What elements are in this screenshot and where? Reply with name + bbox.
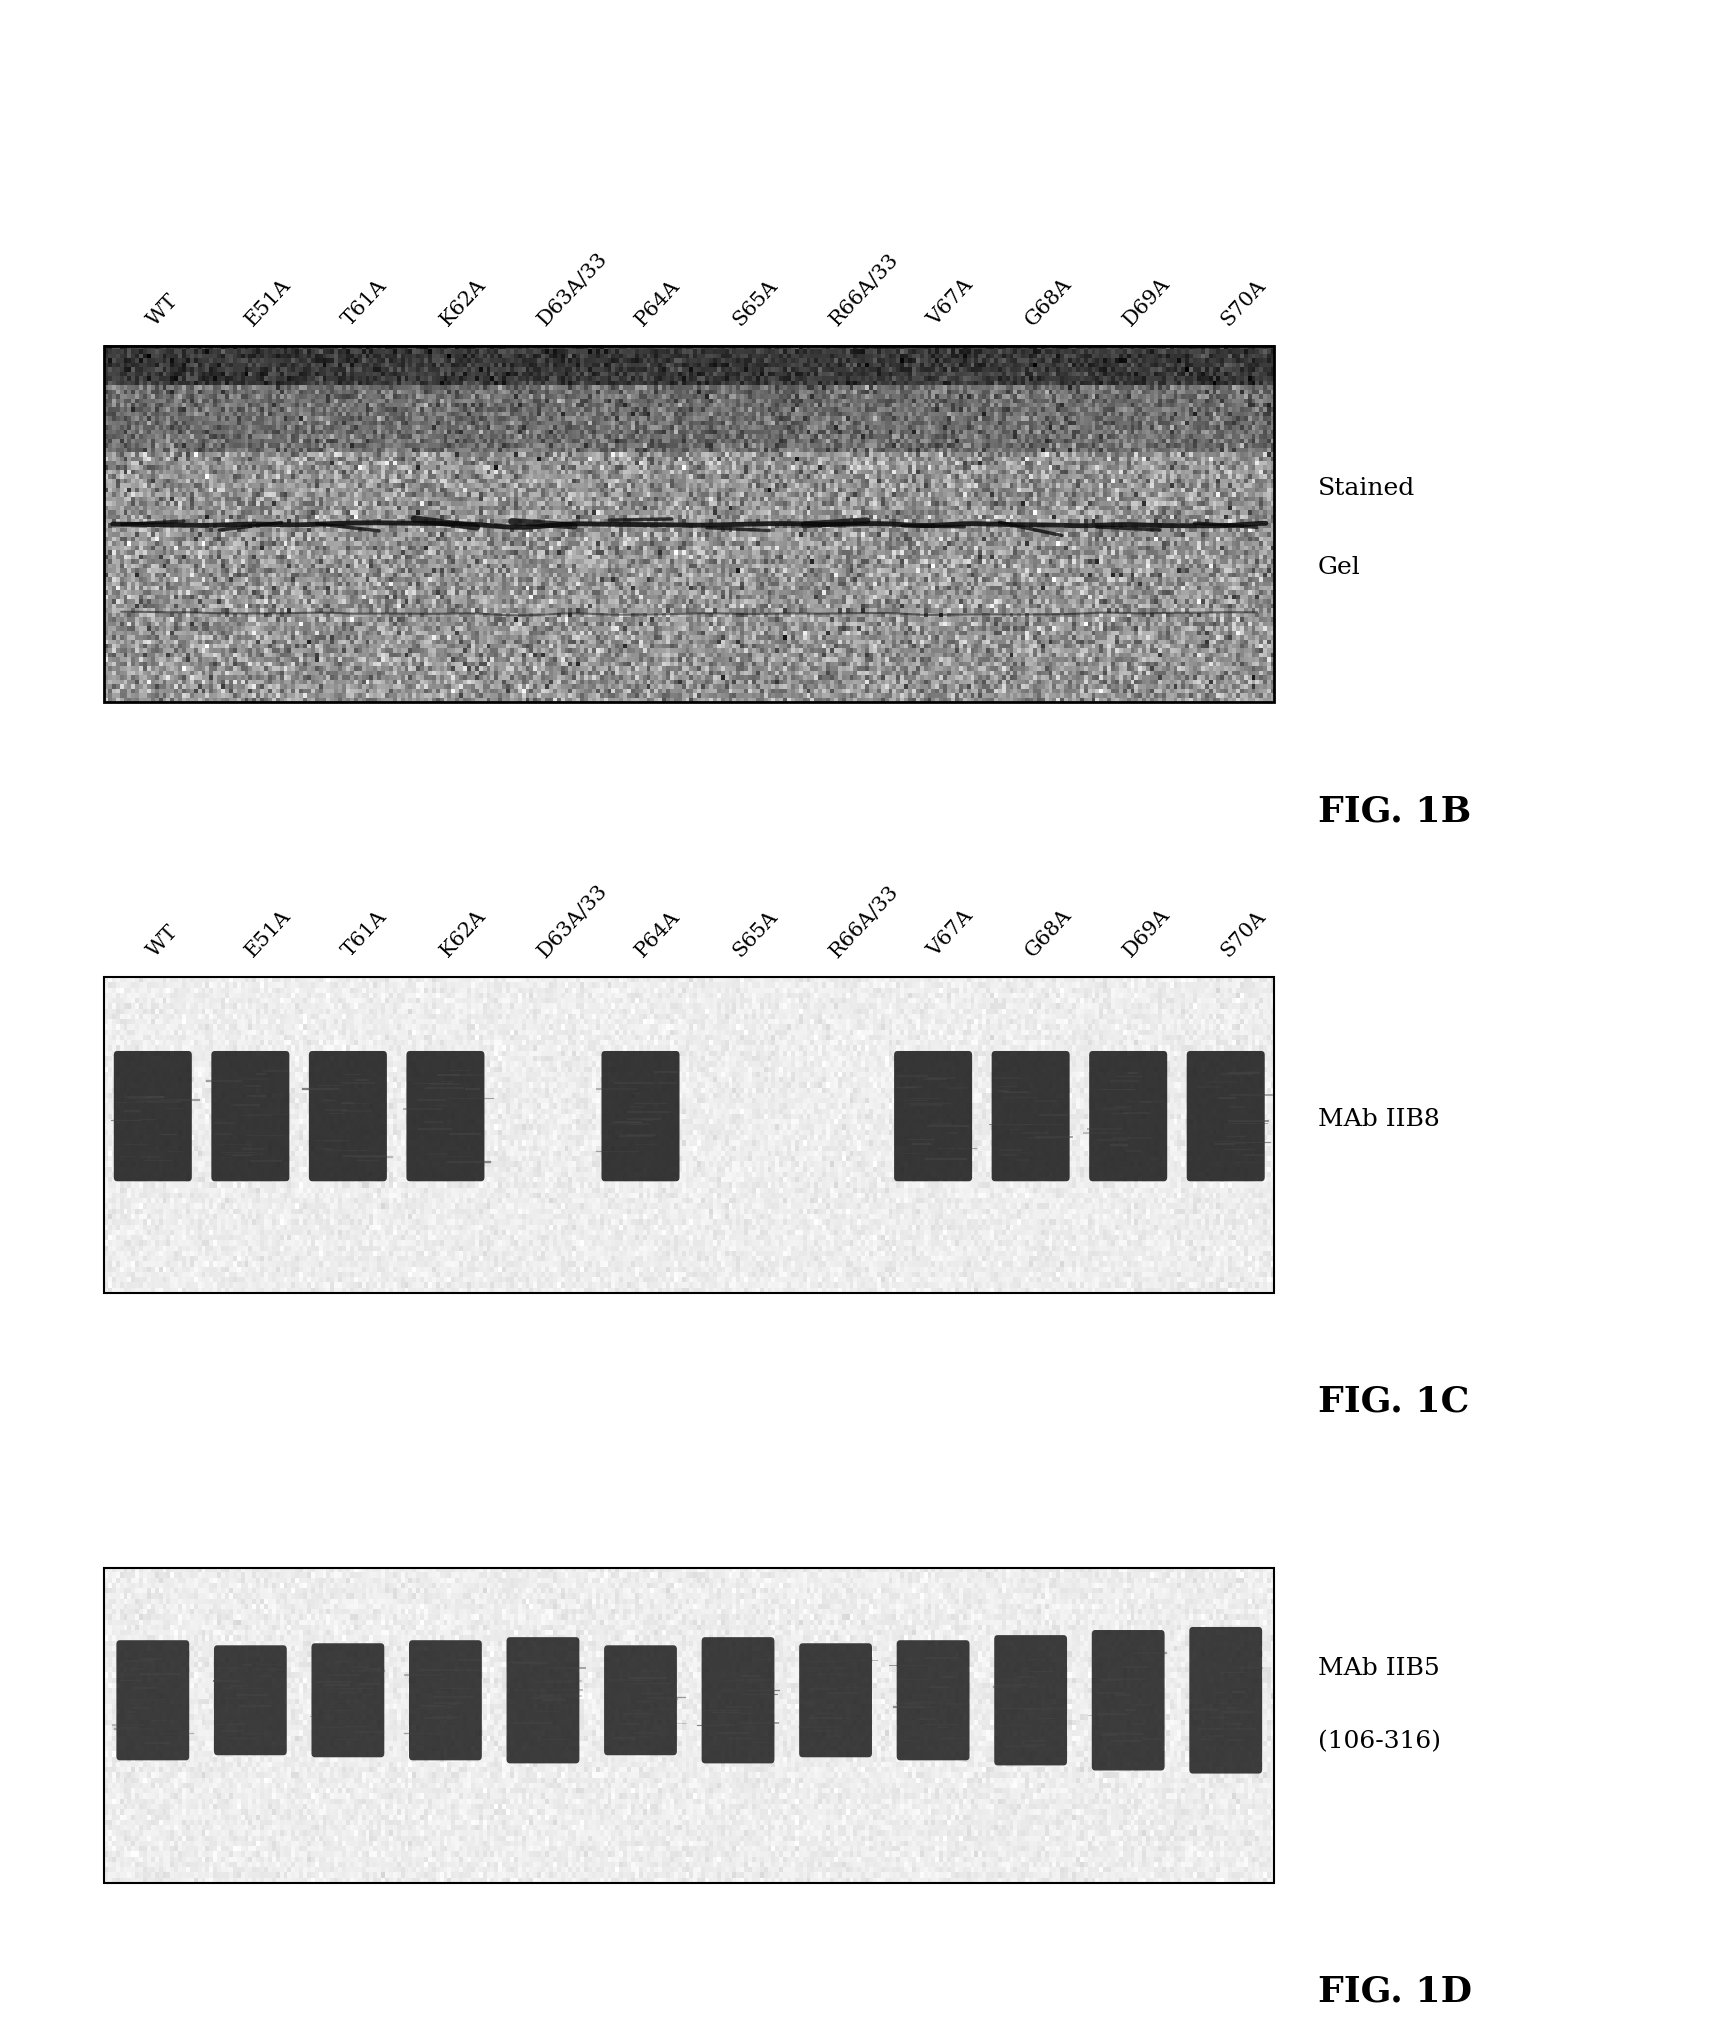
Text: D69A: D69A <box>1120 906 1174 961</box>
FancyBboxPatch shape <box>506 1637 579 1763</box>
Text: WT: WT <box>144 922 182 961</box>
FancyBboxPatch shape <box>116 1641 189 1761</box>
FancyBboxPatch shape <box>1092 1631 1165 1771</box>
Bar <box>104 977 1274 1293</box>
Text: R66A/33: R66A/33 <box>827 882 903 961</box>
Text: T61A: T61A <box>340 908 392 961</box>
FancyBboxPatch shape <box>799 1643 872 1757</box>
Text: V67A: V67A <box>924 906 976 961</box>
Text: P64A: P64A <box>631 277 683 330</box>
FancyBboxPatch shape <box>896 1641 969 1761</box>
FancyBboxPatch shape <box>702 1637 775 1763</box>
Text: G68A: G68A <box>1021 275 1075 330</box>
Text: WT: WT <box>144 291 182 330</box>
Text: MAb IIB5: MAb IIB5 <box>1318 1657 1439 1680</box>
Text: E51A: E51A <box>241 275 295 330</box>
Text: S70A: S70A <box>1217 908 1269 961</box>
Text: K62A: K62A <box>437 275 489 330</box>
Text: FIG. 1B: FIG. 1B <box>1318 794 1470 829</box>
FancyBboxPatch shape <box>994 1635 1066 1765</box>
FancyBboxPatch shape <box>312 1643 385 1757</box>
FancyBboxPatch shape <box>213 1645 286 1755</box>
Text: D63A/33: D63A/33 <box>534 880 610 961</box>
Text: MAb IIB8: MAb IIB8 <box>1318 1108 1439 1130</box>
FancyBboxPatch shape <box>1089 1051 1167 1181</box>
FancyBboxPatch shape <box>603 1645 676 1755</box>
FancyBboxPatch shape <box>409 1641 482 1761</box>
FancyBboxPatch shape <box>406 1051 484 1181</box>
Bar <box>104 346 1274 702</box>
Text: D63A/33: D63A/33 <box>534 248 610 330</box>
Text: K62A: K62A <box>437 906 489 961</box>
FancyBboxPatch shape <box>114 1051 192 1181</box>
Text: R66A/33: R66A/33 <box>827 250 903 330</box>
Text: P64A: P64A <box>631 908 683 961</box>
FancyBboxPatch shape <box>895 1051 973 1181</box>
Text: T61A: T61A <box>340 277 392 330</box>
Text: Gel: Gel <box>1318 556 1361 578</box>
Text: Stained: Stained <box>1318 476 1415 501</box>
FancyBboxPatch shape <box>992 1051 1070 1181</box>
FancyBboxPatch shape <box>1190 1627 1262 1773</box>
FancyBboxPatch shape <box>212 1051 290 1181</box>
Text: S70A: S70A <box>1217 277 1269 330</box>
Text: S65A: S65A <box>730 277 782 330</box>
Bar <box>104 1568 1274 1883</box>
FancyBboxPatch shape <box>1186 1051 1264 1181</box>
FancyBboxPatch shape <box>309 1051 387 1181</box>
FancyBboxPatch shape <box>602 1051 680 1181</box>
Text: G68A: G68A <box>1021 906 1075 961</box>
Text: FIG. 1C: FIG. 1C <box>1318 1384 1469 1419</box>
Text: E51A: E51A <box>241 906 295 961</box>
Text: FIG. 1D: FIG. 1D <box>1318 1975 1472 2010</box>
Text: V67A: V67A <box>924 275 976 330</box>
Text: (106-316): (106-316) <box>1318 1731 1441 1753</box>
Text: S65A: S65A <box>730 908 782 961</box>
Text: D69A: D69A <box>1120 275 1174 330</box>
